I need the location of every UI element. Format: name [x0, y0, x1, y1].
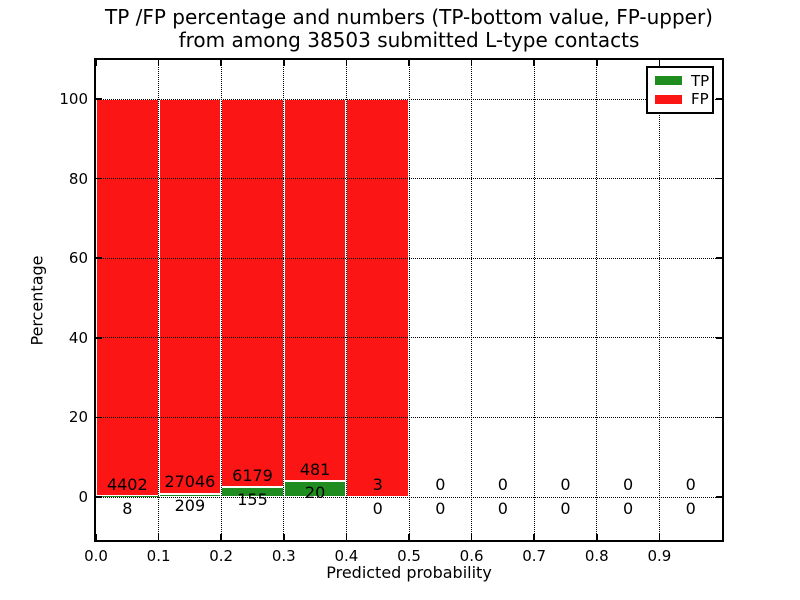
- x-tick-mark: [283, 60, 285, 66]
- y-tick-mark: [716, 337, 722, 339]
- tp-count-label: 20: [304, 483, 326, 503]
- fp-count-label: 0: [435, 475, 446, 495]
- y-tick-mark: [96, 416, 102, 419]
- y-tick-mark: [96, 496, 102, 498]
- x-tick-label: 0.2: [209, 547, 234, 565]
- y-tick-label: 60: [68, 249, 88, 268]
- y-tick-mark: [96, 257, 102, 259]
- x-tick-label: 0.1: [146, 547, 171, 565]
- v-gridline: [220, 60, 222, 540]
- y-tick-mark: [96, 177, 102, 180]
- fp-count-label: 4402: [106, 474, 148, 494]
- v-gridline: [596, 60, 598, 540]
- v-gridline: [283, 60, 285, 540]
- fp-bar: [346, 99, 409, 497]
- x-tick-mark: [470, 534, 473, 540]
- x-tick-label: 0.4: [334, 547, 359, 565]
- x-axis-label: Predicted probability: [326, 563, 492, 582]
- x-tick-mark: [408, 534, 410, 540]
- x-tick-mark: [658, 60, 661, 66]
- tp-legend-swatch: [655, 76, 682, 86]
- x-tick-mark: [220, 534, 222, 540]
- x-tick-label: 0.8: [584, 547, 609, 565]
- x-tick-label: 0.6: [459, 547, 484, 565]
- x-tick-mark: [95, 60, 97, 66]
- x-tick-label: 0.0: [84, 547, 108, 565]
- tp-count-label: 0: [372, 499, 383, 519]
- x-tick-mark: [95, 534, 97, 540]
- x-tick-mark: [345, 534, 348, 540]
- x-tick-mark: [157, 534, 160, 540]
- fp-count-label: 0: [497, 475, 508, 495]
- tp-count-label: 209: [174, 496, 206, 516]
- fp-bar: [221, 99, 284, 488]
- legend-entry-tp: TP: [648, 73, 712, 89]
- y-tick-mark: [96, 98, 102, 100]
- x-tick-mark: [408, 60, 410, 66]
- y-tick-mark: [716, 257, 722, 259]
- x-tick-mark: [157, 60, 160, 66]
- x-tick-mark: [345, 60, 348, 66]
- chart-title-line2: from among 38503 submitted L-type contac…: [178, 28, 640, 52]
- v-gridline: [658, 60, 660, 540]
- fp-count-label: 0: [623, 475, 634, 495]
- x-tick-label: 0.5: [397, 547, 421, 565]
- tp-count-label: 0: [497, 499, 508, 519]
- y-tick-label: 100: [59, 90, 88, 108]
- fp-count-label: 481: [299, 459, 331, 479]
- y-tick-label: 20: [68, 408, 88, 427]
- chart-title: TP /FP percentage and numbers (TP-bottom…: [96, 6, 722, 52]
- fp-legend-swatch: [655, 94, 682, 104]
- fp-bar: [96, 99, 159, 497]
- tp-count-label: 0: [560, 499, 571, 519]
- tp-count-label: 0: [623, 499, 634, 519]
- fp-bar: [283, 99, 347, 482]
- fp-count-label: 6179: [232, 465, 273, 485]
- y-tick-mark: [716, 98, 722, 100]
- chart-title-line1: TP /FP percentage and numbers (TP-bottom…: [105, 5, 713, 29]
- v-gridline: [158, 60, 160, 540]
- y-tick-mark: [716, 496, 722, 498]
- tp-legend-label: TP: [691, 71, 710, 90]
- x-tick-label: 0.3: [271, 547, 296, 565]
- x-tick-label: 0.7: [522, 547, 547, 565]
- fp-count-label: 0: [685, 475, 696, 495]
- tp-count-label: 8: [122, 498, 133, 518]
- x-tick-mark: [220, 60, 222, 66]
- fp-count-label: 3: [372, 475, 383, 495]
- y-tick-label: 40: [68, 328, 88, 347]
- v-gridline: [471, 60, 473, 540]
- y-axis-label: Percentage: [27, 254, 47, 346]
- x-tick-label: 0.9: [647, 547, 672, 565]
- fp-count-label: 0: [560, 475, 571, 495]
- fp-count-label: 27046: [164, 472, 216, 492]
- v-gridline: [533, 60, 535, 540]
- x-tick-mark: [596, 534, 598, 540]
- x-tick-mark: [283, 534, 285, 540]
- legend: TP FP: [646, 66, 714, 114]
- y-tick-label: 80: [68, 169, 88, 188]
- v-gridline: [408, 60, 410, 540]
- y-tick-mark: [96, 337, 102, 339]
- tp-count-label: 155: [237, 489, 268, 509]
- x-tick-mark: [470, 60, 473, 66]
- y-tick-mark: [716, 177, 722, 180]
- x-tick-mark: [596, 60, 598, 66]
- fp-legend-label: FP: [691, 90, 709, 109]
- tp-count-label: 0: [435, 499, 446, 519]
- tp-count-label: 0: [685, 499, 696, 519]
- x-tick-mark: [533, 60, 535, 66]
- x-tick-mark: [533, 534, 535, 540]
- fp-bar: [158, 99, 222, 494]
- x-tick-mark: [658, 534, 661, 540]
- plot-area: 4402 8 27046 209 6179 155 481 20 3 0 0 0 0 0 0 0 0 0 0 0: [94, 58, 724, 542]
- legend-entry-fp: FP: [648, 91, 712, 107]
- y-tick-label: 0: [78, 488, 88, 506]
- v-gridline: [345, 60, 347, 540]
- y-tick-mark: [716, 416, 722, 419]
